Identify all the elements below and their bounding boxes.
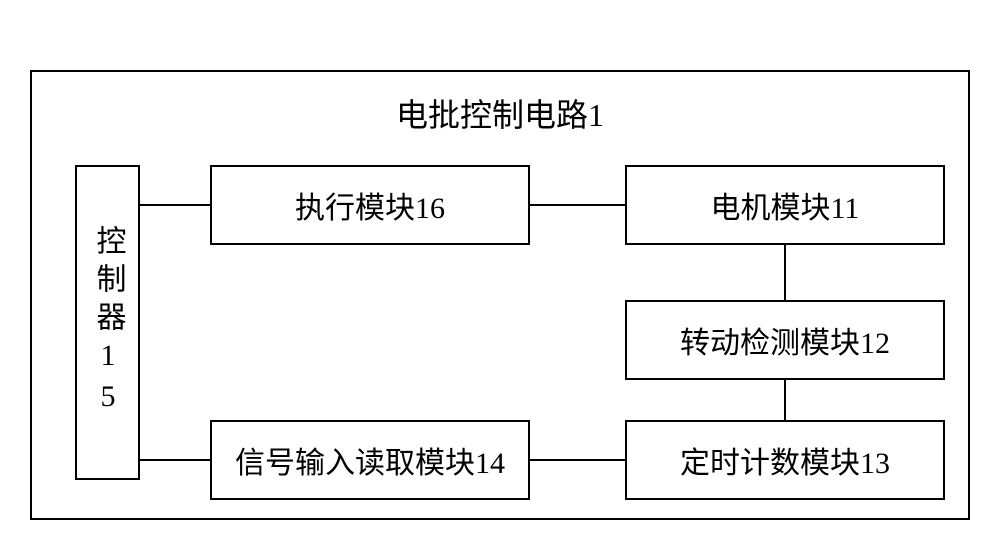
- connector-motor-rotation: [784, 245, 786, 300]
- node-controller: 控制器15: [75, 165, 140, 480]
- node-motor: 电机模块11: [625, 165, 945, 245]
- diagram-title: 电批控制电路1: [30, 90, 970, 136]
- node-execute: 执行模块16: [210, 165, 530, 245]
- node-signal_input: 信号输入读取模块14: [210, 420, 530, 500]
- connector-signal-timer: [530, 459, 625, 461]
- node-timer_counter: 定时计数模块13: [625, 420, 945, 500]
- connector-controller-execute: [140, 204, 210, 206]
- node-rotation: 转动检测模块12: [625, 300, 945, 380]
- connector-controller-signal: [140, 459, 210, 461]
- connector-execute-motor: [530, 204, 625, 206]
- connector-rotation-timer: [784, 380, 786, 420]
